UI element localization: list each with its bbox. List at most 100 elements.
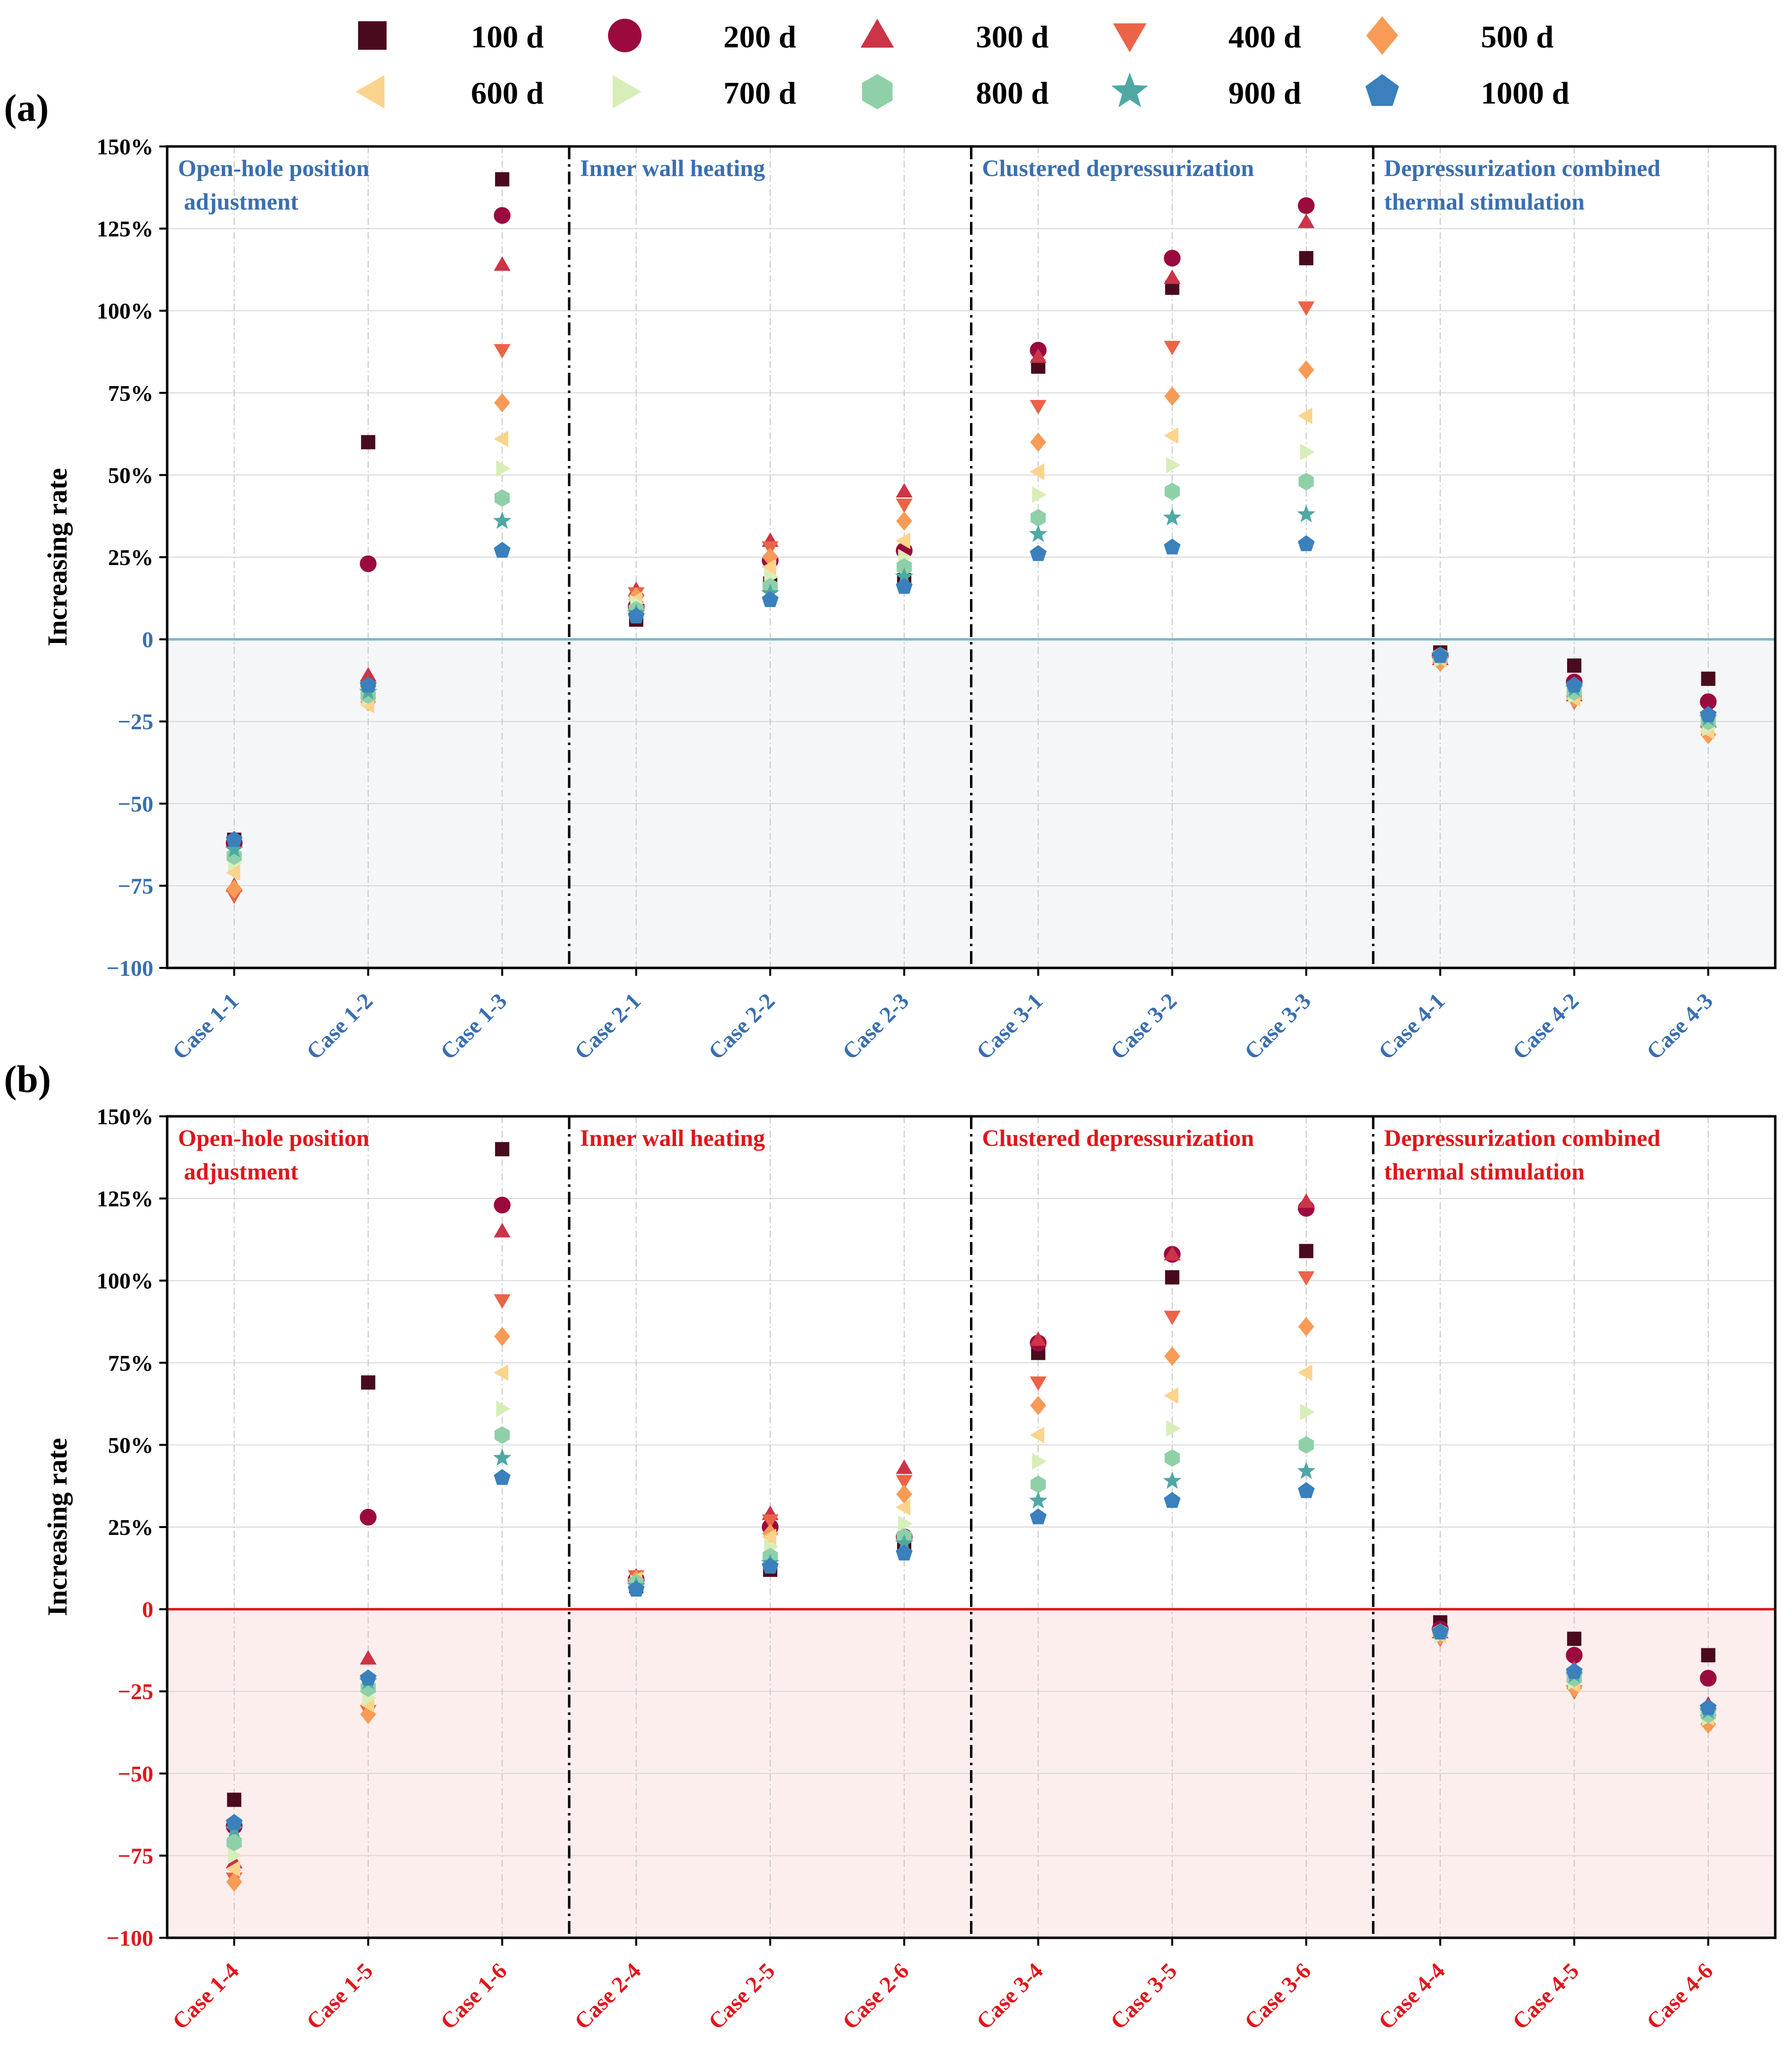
data-point — [494, 489, 510, 507]
data-point — [1566, 1646, 1583, 1664]
y-tick-label: 50% — [108, 463, 153, 488]
data-point — [227, 1792, 242, 1807]
data-point — [359, 555, 377, 572]
data-point — [1030, 1395, 1046, 1415]
legend-marker-pentagon-icon — [1365, 74, 1399, 106]
data-point — [225, 864, 241, 881]
y-tick-label: 125% — [97, 1186, 153, 1211]
y-tick-label: −75 — [118, 1843, 153, 1868]
data-point — [494, 1196, 511, 1213]
data-point — [1297, 1364, 1313, 1381]
x-tick-label: Case 3-1 — [971, 988, 1047, 1064]
data-point — [225, 831, 243, 847]
data-point — [1032, 486, 1047, 503]
legend-label: 100 d — [471, 19, 544, 54]
data-point — [1164, 269, 1181, 284]
legend-marker-square-icon — [358, 21, 387, 50]
y-tick-label: 0 — [142, 1597, 153, 1622]
data-point — [896, 483, 913, 498]
legend-marker-triangle-down-icon — [1113, 23, 1147, 52]
data-point — [494, 1469, 511, 1485]
data-point — [1432, 1623, 1449, 1639]
data-point — [1032, 1453, 1047, 1470]
data-point — [761, 1558, 779, 1574]
data-point — [1297, 1271, 1315, 1286]
data-point — [494, 1326, 510, 1346]
data-point — [1300, 1403, 1315, 1421]
x-tick-label: Case 3-4 — [971, 1958, 1047, 2034]
y-tick-label: 75% — [108, 381, 153, 406]
data-point — [225, 1860, 241, 1877]
data-point — [1164, 1346, 1181, 1366]
x-tick-label: Case 1-2 — [301, 988, 377, 1064]
legend-marker-triangle-left-icon — [356, 75, 385, 108]
y-tick-label: −100 — [107, 956, 153, 981]
section-title: Depressurization combined — [1384, 155, 1661, 181]
data-point — [1029, 524, 1047, 542]
data-point — [1030, 463, 1044, 480]
data-point — [1297, 214, 1315, 228]
legend-marker-circle-icon — [608, 19, 642, 52]
data-point — [496, 1400, 511, 1417]
section-subtitle: thermal stimulation — [1384, 189, 1585, 215]
data-point — [1164, 1311, 1181, 1325]
x-tick-label: Case 2-4 — [570, 1958, 645, 2034]
x-tick-label: Case 4-5 — [1507, 1958, 1583, 2034]
data-point — [761, 559, 777, 575]
data-point — [494, 541, 511, 558]
y-tick-label: 25% — [108, 545, 153, 570]
x-tick-label: Case 2-6 — [837, 1958, 913, 2034]
section-title: Open-hole position — [178, 1125, 369, 1151]
data-point — [225, 1814, 243, 1830]
y-axis-label: Increasing rate — [42, 1438, 73, 1616]
x-tick-label: Case 3-2 — [1106, 988, 1182, 1064]
data-point — [1164, 1387, 1179, 1404]
data-point — [361, 435, 376, 450]
data-point — [628, 1580, 645, 1597]
data-point — [494, 1294, 511, 1309]
data-point — [1700, 706, 1717, 722]
data-point — [1298, 472, 1314, 491]
data-point — [1298, 360, 1314, 380]
data-point — [494, 1426, 510, 1444]
legend-label: 800 d — [976, 75, 1049, 110]
data-point — [359, 667, 377, 682]
data-point — [1029, 1491, 1047, 1509]
y-tick-label: 25% — [108, 1515, 153, 1540]
data-point — [359, 1509, 377, 1526]
data-point — [1164, 1449, 1180, 1467]
data-point — [1164, 386, 1181, 406]
panel-a: Open-hole position adjustment Inner wall … — [4, 86, 1777, 1064]
legend-marker-triangle-up-icon — [860, 19, 894, 48]
section-subtitle: adjustment — [178, 1159, 298, 1185]
section-subtitle: thermal stimulation — [1384, 1159, 1585, 1185]
data-point — [1432, 647, 1449, 663]
data-point — [1297, 301, 1315, 316]
data-point — [1299, 251, 1314, 266]
data-point — [1030, 1475, 1046, 1494]
data-point — [1030, 348, 1047, 363]
legend-label: 400 d — [1228, 19, 1301, 54]
data-point — [1164, 427, 1179, 444]
data-point — [896, 558, 912, 576]
data-point — [226, 1872, 242, 1892]
data-point — [1163, 1471, 1182, 1489]
legend-marker-hexagon-icon — [862, 74, 893, 109]
data-point — [360, 1705, 376, 1724]
panel-b: Open-hole position adjustment Inner wall … — [4, 1058, 1777, 2034]
section-title: Clustered depressurization — [982, 1125, 1254, 1151]
data-point — [761, 1514, 779, 1529]
y-tick-label: 0 — [142, 627, 153, 652]
data-point — [1297, 197, 1315, 214]
data-point — [225, 840, 244, 857]
x-tick-label: Case 2-1 — [570, 988, 645, 1064]
data-point — [898, 1515, 913, 1532]
data-point — [896, 498, 913, 513]
data-point — [1030, 1508, 1047, 1525]
y-tick-label: 100% — [97, 1268, 153, 1293]
data-point — [1165, 1270, 1180, 1284]
data-point — [1164, 482, 1180, 500]
data-point — [1297, 504, 1316, 523]
data-point — [1700, 1670, 1717, 1687]
data-point — [1163, 508, 1182, 526]
